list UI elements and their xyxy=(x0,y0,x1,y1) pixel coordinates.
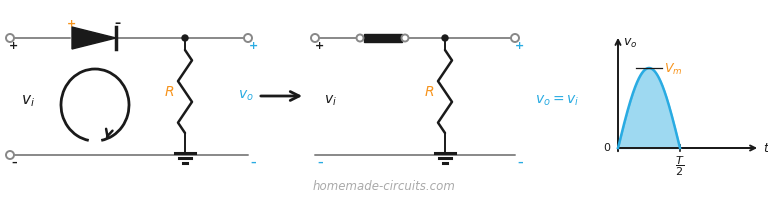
Text: $v_i$: $v_i$ xyxy=(323,94,336,108)
Text: –: – xyxy=(12,158,17,168)
Text: $R$: $R$ xyxy=(164,85,174,98)
Text: –: – xyxy=(517,158,523,168)
Circle shape xyxy=(244,34,252,42)
Text: $v_o$: $v_o$ xyxy=(238,89,254,103)
Bar xyxy=(363,34,402,42)
Text: $v_o$: $v_o$ xyxy=(623,37,637,50)
Text: homemade-circuits.com: homemade-circuits.com xyxy=(313,180,455,193)
Text: +: + xyxy=(66,19,75,29)
Circle shape xyxy=(402,34,409,42)
Text: $\dfrac{T}{2}$: $\dfrac{T}{2}$ xyxy=(675,155,685,178)
Circle shape xyxy=(442,35,448,41)
Text: $t$: $t$ xyxy=(763,143,768,155)
Text: 0: 0 xyxy=(603,143,610,153)
Circle shape xyxy=(356,34,363,42)
Text: $v_o = v_i$: $v_o = v_i$ xyxy=(535,94,579,108)
Text: $V_m$: $V_m$ xyxy=(664,61,683,77)
Circle shape xyxy=(182,35,188,41)
Text: –: – xyxy=(114,17,120,30)
Circle shape xyxy=(511,34,519,42)
Text: –: – xyxy=(250,158,256,168)
Circle shape xyxy=(6,151,14,159)
Text: $v_i$: $v_i$ xyxy=(21,93,35,109)
Circle shape xyxy=(311,34,319,42)
Text: –: – xyxy=(317,158,323,168)
Polygon shape xyxy=(72,27,116,49)
Text: +: + xyxy=(316,41,325,51)
Text: +: + xyxy=(515,41,525,51)
Text: +: + xyxy=(9,41,18,51)
Text: $R$: $R$ xyxy=(424,85,434,98)
Circle shape xyxy=(6,34,14,42)
Text: +: + xyxy=(248,41,257,51)
